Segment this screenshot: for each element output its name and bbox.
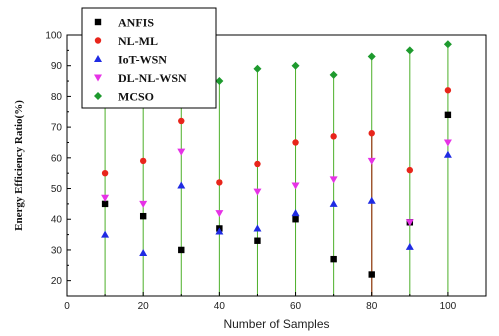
legend-marker — [94, 18, 102, 26]
data-point — [254, 237, 261, 244]
data-point — [253, 64, 262, 73]
data-point — [292, 216, 299, 223]
data-point — [367, 196, 376, 204]
data-point — [443, 150, 452, 158]
data-point — [101, 230, 110, 238]
data-point — [406, 166, 414, 174]
legend-label: MCSO — [118, 90, 154, 104]
data-point — [443, 40, 452, 49]
x-tick-label: 60 — [290, 301, 302, 312]
data-point — [177, 181, 186, 189]
y-tick-label: 80 — [51, 92, 63, 103]
data-point — [139, 249, 148, 257]
legend-item: NL-ML — [94, 34, 158, 48]
x-tick-label: 80 — [366, 301, 378, 312]
legend-item: MCSO — [94, 90, 154, 104]
data-point — [216, 179, 223, 186]
x-tick-label: 20 — [138, 301, 150, 312]
legend-item: ANFIS — [94, 16, 154, 30]
data-point — [139, 212, 147, 220]
legend-item: IoT-WSN — [94, 53, 167, 67]
data-point — [292, 139, 299, 146]
data-point — [330, 255, 337, 263]
data-point — [215, 210, 224, 218]
data-point — [444, 111, 452, 119]
series-iot-wsn — [101, 150, 452, 257]
data-point — [254, 160, 261, 168]
x-axis-label: Number of Samples — [223, 317, 329, 331]
data-point — [405, 219, 414, 227]
data-point — [368, 130, 375, 137]
x-tick-label: 40 — [214, 301, 226, 312]
y-tick-label: 90 — [51, 61, 63, 72]
y-tick-label: 60 — [51, 153, 63, 164]
data-point — [330, 133, 337, 140]
legend-label: ANFIS — [118, 16, 154, 30]
y-axis-label: Energy Efficiency Ratio(%) — [13, 100, 25, 231]
data-point — [444, 87, 452, 94]
data-point — [329, 199, 338, 207]
legend-label: NL-ML — [118, 34, 158, 48]
data-point — [101, 194, 110, 202]
data-point — [139, 200, 148, 208]
data-point — [291, 182, 300, 190]
legend-item: DL-NL-WSN — [94, 71, 187, 85]
data-point — [291, 209, 300, 217]
legend-marker — [94, 55, 102, 62]
y-tick-label: 20 — [51, 276, 63, 287]
data-point — [367, 52, 376, 61]
data-point — [178, 117, 185, 125]
data-point — [101, 200, 109, 208]
y-axis: 20 30 40 50 60 70 80 90 100 — [45, 31, 71, 287]
x-tick-label: 100 — [440, 301, 457, 312]
legend-label: DL-NL-WSN — [118, 71, 187, 85]
data-point — [178, 246, 185, 254]
x-axis: 0 20 40 60 80 100 — [64, 292, 457, 312]
series-anfis — [101, 111, 452, 278]
data-point — [405, 242, 414, 250]
legend-box — [81, 7, 217, 109]
data-point — [139, 157, 147, 165]
y-tick-label: 100 — [45, 31, 62, 42]
legend-marker — [94, 92, 102, 100]
data-point — [177, 148, 186, 156]
data-point — [101, 169, 109, 177]
legend-marker — [94, 37, 102, 44]
data-point — [405, 46, 414, 55]
data-point — [329, 176, 338, 184]
legend: ANFIS NL-ML IoT-WSN DL-NL-WSN MCSO — [81, 7, 217, 109]
data-point — [367, 157, 376, 165]
data-point — [443, 139, 452, 147]
data-point — [215, 77, 224, 86]
y-tick-label: 40 — [51, 215, 63, 226]
data-point — [215, 227, 224, 235]
y-tick-label: 50 — [51, 184, 63, 195]
data-point — [253, 224, 262, 232]
legend-marker — [94, 74, 102, 82]
plot-frame — [66, 34, 487, 297]
x-tick-label: 0 — [64, 301, 70, 312]
data-point — [291, 61, 300, 70]
data-point — [253, 188, 262, 196]
y-tick-label: 30 — [51, 245, 63, 256]
y-tick-label: 70 — [51, 123, 63, 134]
data-point — [329, 70, 338, 79]
data-point — [368, 271, 375, 278]
legend-label: IoT-WSN — [118, 53, 167, 67]
series-nl-ml — [101, 87, 452, 186]
series-dl-nl-wsn — [101, 139, 452, 227]
